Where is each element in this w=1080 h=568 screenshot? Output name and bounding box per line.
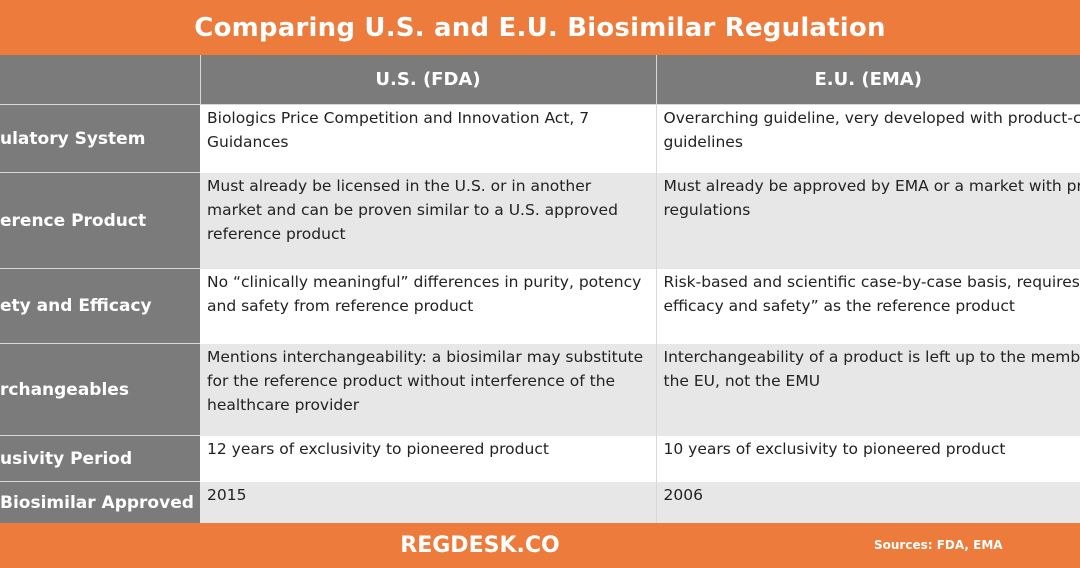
fda-cell: 12 years of exclusivity to pioneered pro… <box>200 435 657 482</box>
fda-cell-text: No “clinically meaningful” differences i… <box>207 272 642 315</box>
fda-cell: No “clinically meaningful” differences i… <box>200 268 657 344</box>
fda-cell-text: 12 years of exclusivity to pioneered pro… <box>207 439 549 458</box>
comparison-table: U.S. (FDA) E.U. (EMA) ulatory System Bio… <box>0 55 1080 524</box>
fda-cell: Biologics Price Competition and Innovati… <box>200 104 657 173</box>
row-label: usivity Period <box>0 435 200 482</box>
ema-cell: 2006 <box>656 481 1080 524</box>
table-header-row: U.S. (FDA) E.U. (EMA) <box>0 55 1080 105</box>
row-label: erence Product <box>0 172 200 269</box>
row-label: rchangeables <box>0 343 200 436</box>
row-label-text: usivity Period <box>0 448 133 469</box>
ema-cell: 10 years of exclusivity to pioneered pro… <box>656 435 1080 482</box>
header-blank <box>0 55 201 105</box>
table-row: ulatory System Biologics Price Competiti… <box>0 104 1080 173</box>
brand-link[interactable]: REGDESK.CO <box>400 533 560 558</box>
ema-cell-text: Must already be approved by EMA or a mar… <box>663 176 1080 219</box>
row-label-text: rchangeables <box>0 379 129 400</box>
fda-cell: Must already be licensed in the U.S. or … <box>200 172 657 269</box>
fda-cell: 2015 <box>200 481 657 524</box>
ema-cell: Interchangeability of a product is left … <box>656 343 1080 436</box>
ema-cell-text: 2006 <box>663 485 703 504</box>
footer-bar: REGDESK.CO Sources: FDA, EMA <box>0 523 1080 568</box>
ema-cell: Overarching guideline, very developed wi… <box>656 104 1080 173</box>
table-row: erence Product Must already be licensed … <box>0 172 1080 269</box>
header-ema: E.U. (EMA) <box>656 55 1080 105</box>
fda-cell-text: Biologics Price Competition and Innovati… <box>207 109 590 151</box>
row-label: Biosimilar Approved <box>0 481 200 524</box>
fda-cell-text: 2015 <box>207 485 247 504</box>
table-row: rchangeables Mentions interchangeability… <box>0 343 1080 436</box>
ema-cell-text: Overarching guideline, very developed wi… <box>663 109 1080 151</box>
fda-cell-text: Must already be licensed in the U.S. or … <box>207 176 618 243</box>
fda-cell: Mentions interchangeability: a biosimila… <box>200 343 657 436</box>
comparison-table-container: U.S. (FDA) E.U. (EMA) ulatory System Bio… <box>0 55 1080 524</box>
row-label: ulatory System <box>0 104 200 173</box>
header-fda: U.S. (FDA) <box>200 55 657 105</box>
ema-cell-text: Interchangeability of a product is left … <box>663 347 1080 390</box>
ema-cell-text: 10 years of exclusivity to pioneered pro… <box>663 439 1006 458</box>
row-label-text: ety and Efficacy <box>0 296 152 316</box>
fda-cell-text: Mentions interchangeability: a biosimila… <box>207 347 644 414</box>
table-row: ety and Efficacy No “clinically meaningf… <box>0 268 1080 344</box>
page-title: Comparing U.S. and E.U. Biosimilar Regul… <box>194 12 886 43</box>
row-label-text: Biosimilar Approved <box>0 492 194 513</box>
sources-note: Sources: FDA, EMA <box>874 538 1003 552</box>
ema-cell: Risk-based and scientific case-by-case b… <box>656 268 1080 344</box>
table-row: usivity Period 12 years of exclusivity t… <box>0 435 1080 482</box>
row-label-text: ulatory System <box>0 128 146 149</box>
ema-cell-text: Risk-based and scientific case-by-case b… <box>663 272 1080 315</box>
ema-cell: Must already be approved by EMA or a mar… <box>656 172 1080 269</box>
table-row: Biosimilar Approved 2015 2006 <box>0 481 1080 524</box>
row-label-text: erence Product <box>0 210 147 231</box>
row-label: ety and Efficacy <box>0 268 200 344</box>
title-bar: Comparing U.S. and E.U. Biosimilar Regul… <box>0 0 1080 55</box>
